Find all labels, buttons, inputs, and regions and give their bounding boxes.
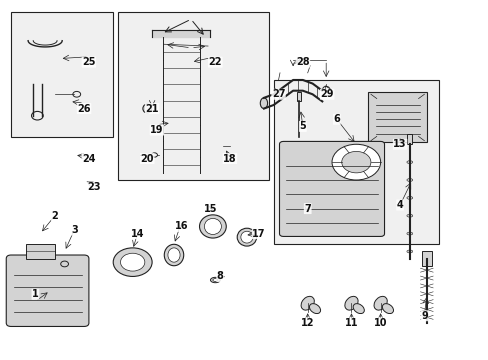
Bar	[407, 134, 411, 144]
Ellipse shape	[204, 219, 221, 234]
Ellipse shape	[260, 98, 267, 109]
Text: 28: 28	[295, 57, 309, 67]
Ellipse shape	[309, 303, 320, 314]
Ellipse shape	[352, 303, 364, 314]
Text: 16: 16	[174, 221, 188, 231]
Text: 24: 24	[82, 154, 96, 163]
Ellipse shape	[241, 231, 252, 243]
Ellipse shape	[406, 250, 412, 253]
Text: 14: 14	[130, 229, 144, 239]
Ellipse shape	[344, 296, 357, 310]
Ellipse shape	[212, 279, 217, 282]
Text: 1: 1	[32, 289, 39, 299]
Text: 2: 2	[51, 211, 58, 221]
Text: 20: 20	[140, 154, 154, 163]
Bar	[11, 12, 113, 137]
Text: 3: 3	[71, 225, 78, 235]
Ellipse shape	[406, 197, 412, 199]
Ellipse shape	[301, 296, 314, 310]
Bar	[421, 251, 431, 266]
Text: 27: 27	[271, 89, 285, 99]
FancyBboxPatch shape	[6, 255, 89, 327]
Text: 12: 12	[300, 318, 314, 328]
Ellipse shape	[406, 179, 412, 181]
Ellipse shape	[142, 104, 151, 113]
Text: 13: 13	[392, 139, 406, 149]
Text: 6: 6	[333, 114, 340, 124]
Ellipse shape	[406, 214, 412, 217]
Ellipse shape	[382, 303, 393, 314]
Ellipse shape	[406, 161, 412, 163]
Bar	[296, 93, 301, 102]
Text: 25: 25	[82, 57, 96, 67]
Text: 4: 4	[396, 200, 403, 210]
Ellipse shape	[167, 248, 180, 262]
Text: 11: 11	[344, 318, 358, 328]
Circle shape	[331, 144, 380, 180]
Ellipse shape	[406, 232, 412, 235]
FancyBboxPatch shape	[279, 141, 384, 237]
Text: 29: 29	[320, 89, 333, 99]
Ellipse shape	[199, 215, 226, 238]
Text: 7: 7	[304, 203, 310, 213]
Ellipse shape	[164, 244, 183, 266]
Ellipse shape	[237, 228, 256, 246]
Text: 5: 5	[299, 121, 305, 131]
Text: 17: 17	[252, 229, 265, 239]
Text: 9: 9	[420, 311, 427, 321]
Bar	[26, 244, 55, 258]
Text: 19: 19	[150, 125, 163, 135]
Bar	[118, 12, 268, 180]
Ellipse shape	[373, 296, 386, 310]
Bar	[273, 80, 438, 244]
Text: 8: 8	[216, 271, 223, 282]
Text: 23: 23	[87, 182, 101, 192]
Circle shape	[341, 152, 370, 173]
Text: 10: 10	[373, 318, 386, 328]
Text: 15: 15	[203, 203, 217, 213]
Text: 21: 21	[145, 104, 159, 113]
Ellipse shape	[210, 277, 220, 283]
Text: 22: 22	[208, 57, 222, 67]
Text: 26: 26	[77, 104, 91, 113]
Circle shape	[113, 248, 152, 276]
Text: 18: 18	[223, 154, 236, 163]
Circle shape	[120, 253, 144, 271]
FancyBboxPatch shape	[368, 93, 426, 143]
